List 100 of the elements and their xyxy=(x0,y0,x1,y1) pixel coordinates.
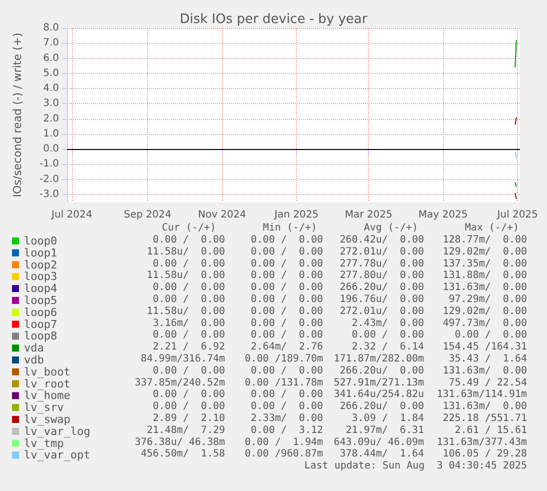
text: Max (-/+) xyxy=(464,222,520,234)
text: 0.00 / 0.00 xyxy=(250,234,324,246)
y-tick-label: 7.0 xyxy=(43,38,59,49)
text: 131.63m/ 0.00 xyxy=(442,365,528,376)
text: 2.89 / 2.10 xyxy=(152,413,226,424)
text: 266.20u/ 0.00 xyxy=(340,282,424,294)
text: 106.05 / 29.28 xyxy=(442,448,528,460)
chart-title: Disk IOs per device - by year xyxy=(180,12,368,27)
text: 0.00 / 0.00 xyxy=(152,365,226,376)
text: 137.35m/ 0.00 xyxy=(442,258,528,270)
text: 341.64u/254.82u xyxy=(334,389,424,400)
text: 266.20u/ 0.00 xyxy=(340,401,424,412)
text: 643.09u/ 46.09m xyxy=(334,436,424,448)
legend-label: loop2 xyxy=(24,258,58,272)
x-tick-label: Jul 2024 xyxy=(50,210,92,220)
text: 131.63m/377.43m xyxy=(436,436,528,448)
text: 527.91m/271.13m xyxy=(334,377,424,388)
legend-label: loop4 xyxy=(24,282,58,296)
text: 0.00 / 0.00 xyxy=(152,330,226,341)
text: 35.43 / 1.64 xyxy=(448,354,528,364)
text: 272.01u/ 0.00 xyxy=(340,306,424,317)
text: 129.02m/ 0.00 xyxy=(442,246,528,258)
text: 0.00 / 0.00 xyxy=(250,270,324,282)
text: 131.63m/114.91m xyxy=(436,389,528,400)
text: 2.32 / 6.14 xyxy=(352,342,424,353)
text: 3.16m/ 0.00 xyxy=(152,318,226,329)
text: 0.00 / 0.00 xyxy=(250,294,324,305)
legend-label: lv_boot xyxy=(24,365,70,378)
text: 0.00 / 1.94m xyxy=(244,436,324,448)
text: 21.97m/ 6.31 xyxy=(346,424,424,436)
text: 131.88m/ 0.00 xyxy=(442,270,528,282)
x-tick-label: Nov 2024 xyxy=(198,210,246,220)
y-tick-label: 6.0 xyxy=(43,52,59,64)
y-tick-label: 4.0 xyxy=(43,83,59,94)
text: 272.01u/ 0.00 xyxy=(340,246,424,258)
text: 171.87m/282.00m xyxy=(334,354,424,364)
text: 0.00 / 0.00 xyxy=(250,401,324,412)
legend-label: vdb xyxy=(24,353,44,366)
legend-label: loop1 xyxy=(24,246,58,260)
text: 0.00 / 0.00 xyxy=(152,282,226,294)
text: 0.00 / 0.00 xyxy=(250,282,324,294)
legend-label: lv_swap xyxy=(24,412,70,426)
text: 0.00 /960.87m xyxy=(244,448,324,460)
text: 0.00 / 0.00 xyxy=(152,401,226,412)
legend-label: loop7 xyxy=(24,318,58,331)
text: 2.64m/ 2.76 xyxy=(250,342,324,353)
text: 11.58u/ 0.00 xyxy=(146,306,226,317)
text: 21.48m/ 7.29 xyxy=(146,424,226,436)
text: 0.00 / 0.00 xyxy=(454,330,528,341)
y-tick-label: -3.0 xyxy=(39,188,59,200)
text: 337.85m/240.52m xyxy=(134,377,226,388)
y-tick-label: 1.0 xyxy=(43,128,59,140)
text: 129.02m/ 0.00 xyxy=(442,306,528,317)
x-tick-label: Jul 2025 xyxy=(496,210,538,220)
text: Cur (-/+) xyxy=(162,222,216,234)
text: Min (-/+) xyxy=(262,222,318,234)
y-tick-label: 8.0 xyxy=(43,22,59,34)
text: 0.00 / 0.00 xyxy=(250,318,324,329)
text: 75.49 / 22.54 xyxy=(448,377,528,388)
text: 0.00 / 0.00 xyxy=(250,365,324,376)
y-tick-label: 5.0 xyxy=(43,68,59,79)
text: 277.78u/ 0.00 xyxy=(340,258,424,270)
text: 0.00 / 0.00 xyxy=(250,389,324,400)
text: 266.20u/ 0.00 xyxy=(340,365,424,376)
legend-label: lv_tmp xyxy=(24,436,64,450)
text: 0.00 / 0.00 xyxy=(250,306,324,317)
text: 0.00 / 0.00 xyxy=(152,294,226,305)
text: 0.00 / 0.00 xyxy=(152,258,226,270)
legend-label: loop6 xyxy=(24,306,58,319)
y-tick-label: -1.0 xyxy=(39,158,59,170)
text: 3.09 / 1.84 xyxy=(352,413,424,424)
text: 84.99m/316.74m xyxy=(140,354,226,364)
text: 0.00 / 3.12 xyxy=(250,424,324,436)
text: 11.58u/ 0.00 xyxy=(146,246,226,258)
y-tick-label: 2.0 xyxy=(43,113,59,124)
text: 2.21 / 6.92 xyxy=(152,342,226,353)
legend-label: loop5 xyxy=(24,294,58,307)
text: 260.42u/ 0.00 xyxy=(340,234,424,246)
text: 277.80u/ 0.00 xyxy=(340,270,424,282)
text: 0.00 /189.70m xyxy=(244,354,324,364)
text: 11.58u/ 0.00 xyxy=(146,270,226,282)
text: 2.33m/ 0.00 xyxy=(250,413,324,424)
text: 225.18 /551.71 xyxy=(442,413,528,424)
legend-label: loop0 xyxy=(24,234,58,248)
legend-label: lv_var_log xyxy=(24,424,90,438)
legend-label: lv_root xyxy=(24,377,70,390)
text: 128.77m/ 0.00 xyxy=(442,234,528,246)
text: 0.00 / 0.00 xyxy=(250,246,324,258)
text: 0.00 / 0.00 xyxy=(152,234,226,246)
legend-label: loop8 xyxy=(24,330,58,343)
text: 0.00 / 0.00 xyxy=(152,389,226,400)
text: 376.38u/ 46.38m xyxy=(134,436,226,448)
text: 2.61 / 15.61 xyxy=(454,424,528,436)
text: 97.29m/ 0.00 xyxy=(448,294,528,305)
x-tick-label: Mar 2025 xyxy=(344,210,392,220)
legend-label: vda xyxy=(24,342,44,355)
y-tick-label: -2.0 xyxy=(39,174,59,185)
text: 0.00 /131.78m xyxy=(244,377,324,388)
text: 131.63m/ 0.00 xyxy=(442,401,528,412)
text: 131.63m/ 0.00 xyxy=(442,282,528,294)
